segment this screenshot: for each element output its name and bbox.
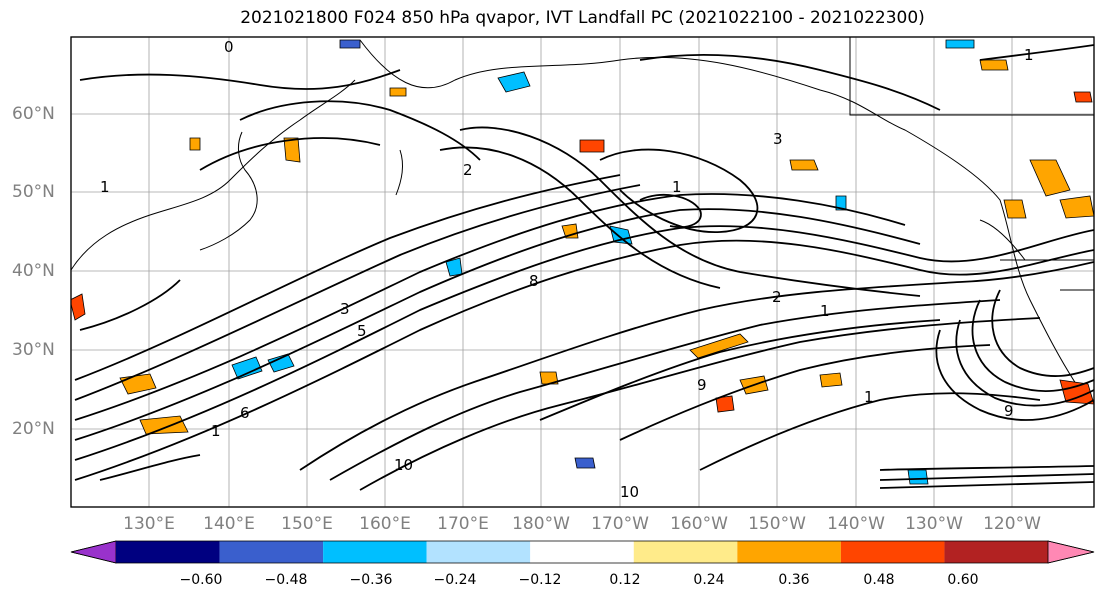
colorbar-label: −0.60 [179,572,223,588]
colorbar-label: −0.48 [264,572,308,588]
colorbar-label: −0.24 [433,572,477,588]
lon-label: 150°E [281,514,333,534]
colorbar-label: 0.36 [778,572,810,588]
lon-label: 170°W [591,514,649,534]
colorbar-segment [116,541,220,563]
map-frame [70,36,1095,508]
colorbar-extend-left [70,540,117,564]
lat-label: 60°N [12,104,55,124]
contour-label: 10 [620,483,639,501]
contour-label: 8 [529,272,539,290]
contour-label: 1 [211,422,221,440]
colorbar-segment [219,541,324,563]
colorbar-segment [426,541,531,563]
contour-label: 3 [773,130,783,148]
contour-label: 5 [357,322,367,340]
contour-label: 9 [1004,402,1014,420]
contour-label: 3 [340,300,350,318]
colorbar-segment [530,541,634,563]
contour-label: 0 [224,38,234,56]
colorbar-segment [944,541,1048,563]
lon-label: 160°W [670,514,728,534]
lon-label: 130°E [123,514,175,534]
lon-label: 130°W [905,514,963,534]
lon-label: 160°E [359,514,411,534]
contour-label: 1 [820,302,830,320]
lon-label: 140°E [203,514,255,534]
map-title: 2021021800 F024 850 hPa qvapor, IVT Land… [240,8,925,28]
contour-label: 1 [672,178,682,196]
colorbar-segment [633,541,738,563]
colorbar-label: −0.12 [518,572,562,588]
contour-label: 9 [697,376,707,394]
colorbar-label: 0.48 [863,572,895,588]
contour-label: 1 [100,178,110,196]
contour-label: 2 [772,288,782,306]
lon-label: 150°W [748,514,806,534]
colorbar-label: 0.24 [693,572,725,588]
lon-label: 120°W [983,514,1041,534]
colorbar-extend-right [1047,540,1095,564]
lat-label: 50°N [12,182,55,202]
contour-label: 10 [394,456,413,474]
contour-label: 1 [1024,46,1034,64]
colorbar-segment [737,541,841,563]
lat-label: 30°N [12,340,55,360]
colorbar-segment [840,541,945,563]
lat-label: 20°N [12,419,55,439]
lon-label: 170°E [437,514,489,534]
colorbar-label: −0.36 [349,572,393,588]
lon-label: 180°W [512,514,570,534]
lat-label: 40°N [12,261,55,281]
colorbar [70,540,1095,564]
coastlines [71,37,1094,391]
colorbar-label: 0.60 [947,572,979,588]
colorbar-segment [323,541,427,563]
contour-label: 1 [864,388,874,406]
colorbar-outline [70,540,1095,564]
contour-labels: 0 1 1 2 3 5 8 1 2 1 3 9 1 6 9 10 1 10 [100,38,1034,501]
ivt-contours [74,44,1094,491]
contour-label: 2 [463,161,473,179]
colorbar-label: 0.12 [609,572,641,588]
contour-label: 6 [240,404,250,422]
lon-label: 140°W [827,514,885,534]
qvapor-shading [71,39,1094,485]
